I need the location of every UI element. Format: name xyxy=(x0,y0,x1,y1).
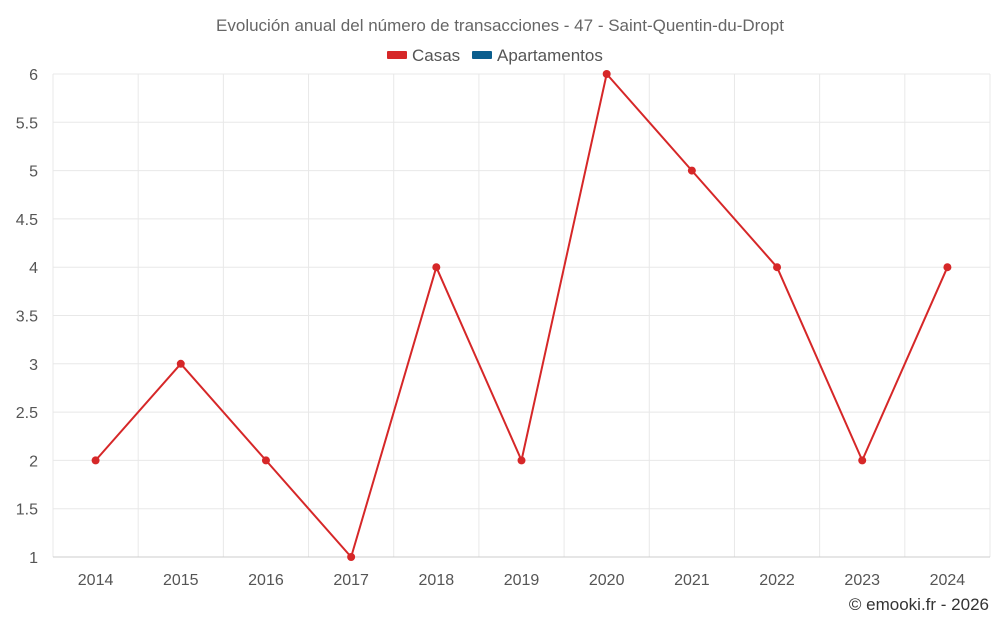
x-gridlines xyxy=(52,74,991,557)
y-tick-label: 5.5 xyxy=(16,115,38,132)
legend-label-casas: Casas xyxy=(412,46,460,65)
data-point[interactable] xyxy=(858,456,867,465)
x-tick-label: 2016 xyxy=(248,572,284,589)
x-tick-label: 2022 xyxy=(759,572,795,589)
x-axis-tick-labels: 2014 2015 2016 2017 2018 2019 2020 2021 2022 2023… xyxy=(78,572,966,589)
series-casas xyxy=(91,70,952,561)
data-point[interactable] xyxy=(687,166,696,175)
legend[interactable]: Casas Apartamentos xyxy=(387,46,603,65)
data-point[interactable] xyxy=(261,456,270,465)
x-tick-label: 2020 xyxy=(589,572,625,589)
chart-title: Evolución anual del número de transaccio… xyxy=(216,16,784,35)
x-tick-label: 2023 xyxy=(844,572,880,589)
y-tick-label: 4 xyxy=(29,260,38,277)
legend-item-apartamentos[interactable]: Apartamentos xyxy=(472,46,603,65)
x-tick-label: 2019 xyxy=(504,572,540,589)
data-point[interactable] xyxy=(602,70,611,78)
legend-label-apartamentos: Apartamentos xyxy=(497,46,603,65)
y-tick-label: 2.5 xyxy=(16,405,38,422)
y-tick-label: 1.5 xyxy=(16,502,38,519)
data-point[interactable] xyxy=(347,553,356,561)
data-point[interactable] xyxy=(517,456,526,465)
x-tick-label: 2021 xyxy=(674,572,710,589)
y-tick-label: 6 xyxy=(29,67,38,84)
y-tick-label: 2 xyxy=(29,453,38,470)
legend-swatch-apartamentos xyxy=(472,51,492,59)
x-tick-label: 2017 xyxy=(333,572,369,589)
y-tick-label: 3.5 xyxy=(16,309,38,326)
x-tick-label: 2014 xyxy=(78,572,114,589)
data-point[interactable] xyxy=(773,263,782,272)
y-axis-tick-labels: 1 1.5 2 2.5 3 3.5 4 4.5 5 5.5 6 xyxy=(16,67,38,567)
y-tick-label: 5 xyxy=(29,164,38,181)
data-point[interactable] xyxy=(91,456,100,465)
y-tick-label: 4.5 xyxy=(16,212,38,229)
legend-item-casas[interactable]: Casas xyxy=(387,46,460,65)
data-point[interactable] xyxy=(176,359,185,368)
y-tick-label: 1 xyxy=(29,550,38,567)
x-tick-label: 2024 xyxy=(930,572,966,589)
x-tick-label: 2015 xyxy=(163,572,199,589)
x-tick-label: 2018 xyxy=(419,572,455,589)
data-point[interactable] xyxy=(943,263,952,272)
data-point[interactable] xyxy=(432,263,441,272)
y-tick-label: 3 xyxy=(29,357,38,374)
y-gridlines xyxy=(53,73,990,558)
legend-swatch-casas xyxy=(387,51,407,59)
credit-text: © emooki.fr - 2026 xyxy=(849,595,989,614)
